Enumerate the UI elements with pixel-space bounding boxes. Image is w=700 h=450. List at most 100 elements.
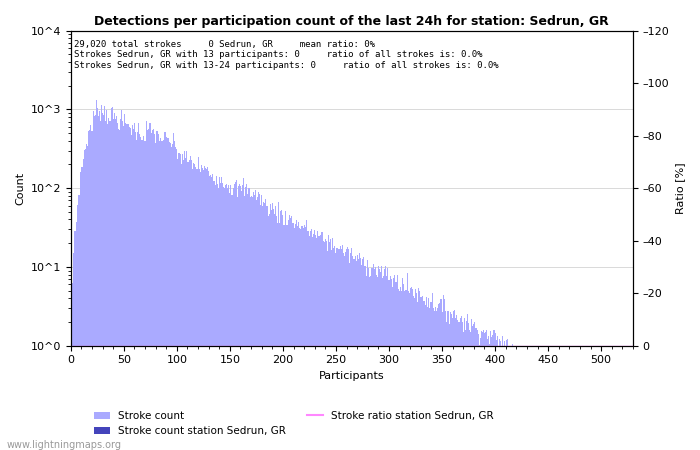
Bar <box>424 305 426 450</box>
Bar <box>593 346 594 450</box>
Bar <box>374 267 376 450</box>
Bar <box>98 116 99 450</box>
Bar <box>394 275 395 450</box>
Bar <box>146 130 148 450</box>
Bar <box>281 210 282 450</box>
Bar <box>421 297 422 450</box>
Bar <box>486 330 487 450</box>
Bar <box>561 346 562 450</box>
Bar <box>292 223 293 450</box>
Bar <box>251 197 253 450</box>
Bar <box>135 132 136 450</box>
Bar <box>399 291 400 450</box>
Bar <box>545 346 547 450</box>
Bar <box>512 346 514 450</box>
Bar <box>440 299 442 450</box>
Bar <box>608 346 609 450</box>
Bar <box>339 249 340 450</box>
Bar <box>615 346 617 450</box>
Bar <box>591 346 592 450</box>
Bar <box>415 289 416 450</box>
Bar <box>627 346 628 450</box>
Bar <box>455 318 456 450</box>
Bar <box>94 116 95 450</box>
Bar <box>368 268 370 450</box>
Bar <box>422 296 423 450</box>
Bar <box>261 195 262 450</box>
Bar <box>559 346 560 450</box>
Bar <box>456 315 457 450</box>
Bar <box>574 346 575 450</box>
Bar <box>533 346 534 450</box>
Bar <box>296 220 297 450</box>
Bar <box>177 159 178 450</box>
Bar <box>402 278 403 450</box>
Bar <box>504 341 505 450</box>
Bar <box>272 203 273 450</box>
Bar <box>483 330 484 450</box>
Bar <box>290 218 291 450</box>
Bar <box>603 346 604 450</box>
Bar <box>418 288 419 450</box>
Bar <box>570 346 571 450</box>
Bar <box>514 346 516 450</box>
Bar <box>106 110 107 450</box>
Bar <box>280 211 281 450</box>
Bar <box>432 293 433 450</box>
Bar <box>119 130 120 450</box>
Bar <box>325 238 326 450</box>
Bar <box>257 197 258 450</box>
Bar <box>189 160 190 450</box>
Bar <box>411 287 412 450</box>
Bar <box>466 321 467 450</box>
Bar <box>370 276 372 450</box>
Bar <box>426 297 427 450</box>
Bar <box>240 186 241 450</box>
Bar <box>263 202 265 450</box>
Bar <box>243 178 244 450</box>
Bar <box>300 229 302 450</box>
Bar <box>129 127 130 450</box>
Bar <box>584 346 586 450</box>
Bar <box>631 346 632 450</box>
Bar <box>448 311 449 450</box>
Bar <box>219 176 220 450</box>
Bar <box>407 291 409 450</box>
Bar <box>446 322 447 450</box>
Bar <box>205 168 206 450</box>
Bar <box>473 324 475 450</box>
Bar <box>155 143 156 450</box>
Bar <box>540 346 541 450</box>
Bar <box>343 253 344 450</box>
Bar <box>317 231 318 450</box>
Bar <box>348 249 349 450</box>
Bar <box>553 346 554 450</box>
Bar <box>491 337 492 450</box>
Bar <box>469 330 470 450</box>
Bar <box>414 298 415 450</box>
Bar <box>595 346 596 450</box>
Bar <box>556 346 557 450</box>
Bar <box>294 228 295 450</box>
Bar <box>102 113 103 450</box>
Bar <box>578 346 580 450</box>
Bar <box>396 282 397 450</box>
Bar <box>308 231 309 450</box>
Bar <box>433 308 434 450</box>
Bar <box>190 157 191 450</box>
Bar <box>400 287 401 450</box>
Bar <box>311 229 312 450</box>
Bar <box>329 243 330 450</box>
Bar <box>111 107 113 450</box>
Bar <box>104 107 105 450</box>
Bar <box>377 277 378 450</box>
Bar <box>83 159 84 450</box>
Bar <box>223 187 224 450</box>
Bar <box>613 346 615 450</box>
Bar <box>237 197 238 450</box>
Bar <box>179 154 181 450</box>
Bar <box>162 140 164 450</box>
Bar <box>479 345 480 450</box>
Bar <box>363 257 364 450</box>
Bar <box>181 154 183 450</box>
